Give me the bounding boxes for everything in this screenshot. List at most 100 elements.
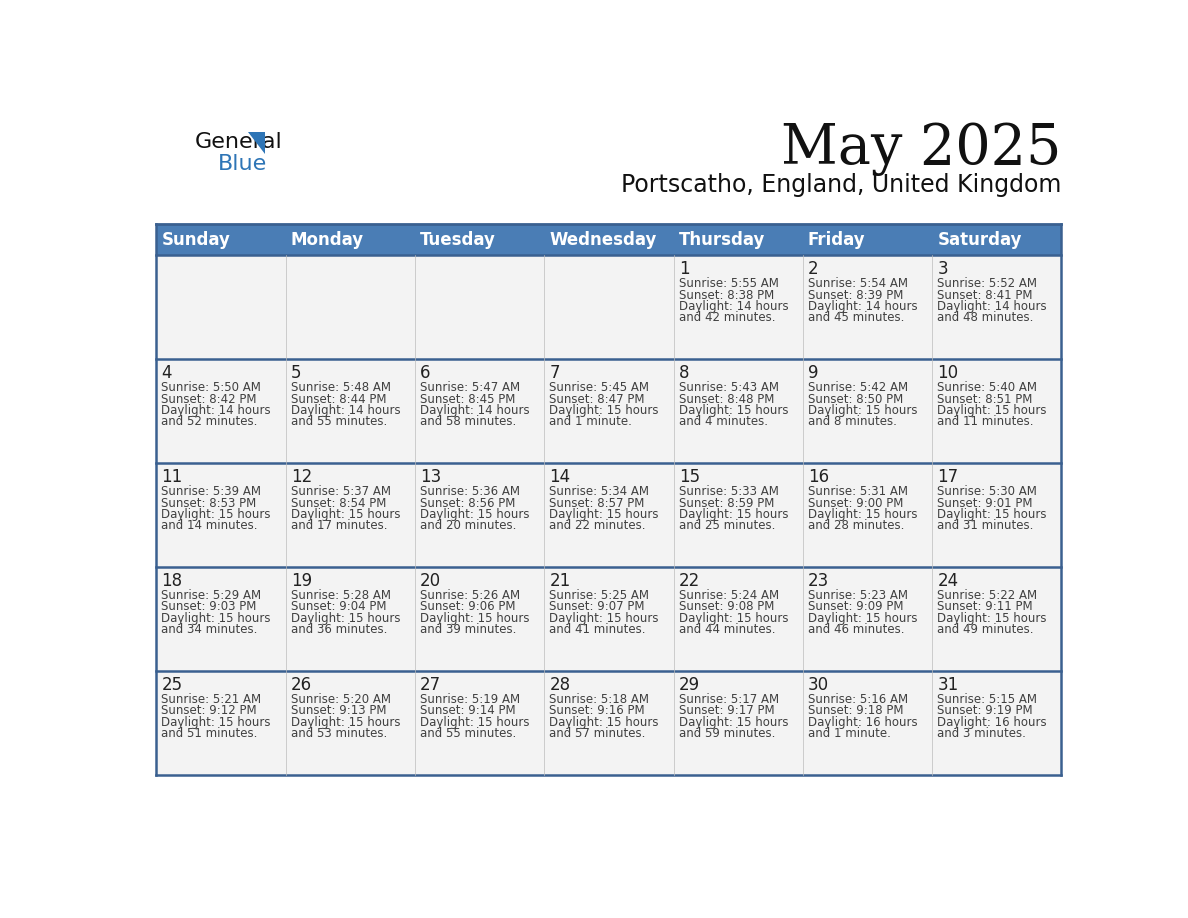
- Text: Daylight: 14 hours: Daylight: 14 hours: [808, 300, 917, 313]
- Text: 14: 14: [549, 468, 570, 487]
- Text: and 49 minutes.: and 49 minutes.: [937, 623, 1034, 636]
- Bar: [285, 224, 415, 255]
- Text: and 8 minutes.: and 8 minutes.: [808, 415, 897, 429]
- Text: Sunset: 9:08 PM: Sunset: 9:08 PM: [678, 600, 775, 613]
- Text: Sunrise: 5:19 AM: Sunrise: 5:19 AM: [421, 693, 520, 706]
- Text: Sunrise: 5:33 AM: Sunrise: 5:33 AM: [678, 485, 778, 498]
- Text: Sunset: 9:01 PM: Sunset: 9:01 PM: [937, 497, 1032, 509]
- Text: 2: 2: [808, 261, 819, 278]
- Text: and 57 minutes.: and 57 minutes.: [549, 727, 646, 740]
- Polygon shape: [248, 132, 265, 154]
- Text: Sunset: 8:38 PM: Sunset: 8:38 PM: [678, 288, 773, 302]
- Text: Sunday: Sunday: [162, 230, 230, 249]
- Text: Daylight: 14 hours: Daylight: 14 hours: [162, 404, 271, 417]
- Text: Sunrise: 5:39 AM: Sunrise: 5:39 AM: [162, 485, 261, 498]
- Bar: [933, 224, 1061, 255]
- Text: Sunrise: 5:24 AM: Sunrise: 5:24 AM: [678, 589, 779, 602]
- Bar: [157, 671, 1061, 775]
- Text: Daylight: 15 hours: Daylight: 15 hours: [678, 404, 788, 417]
- Text: and 1 minute.: and 1 minute.: [808, 727, 891, 740]
- Text: and 42 minutes.: and 42 minutes.: [678, 311, 776, 324]
- Text: and 55 minutes.: and 55 minutes.: [421, 727, 517, 740]
- Text: Daylight: 15 hours: Daylight: 15 hours: [678, 612, 788, 625]
- Text: 3: 3: [937, 261, 948, 278]
- Text: Sunset: 8:50 PM: Sunset: 8:50 PM: [808, 393, 903, 406]
- Text: Sunset: 8:54 PM: Sunset: 8:54 PM: [291, 497, 386, 509]
- Text: Sunset: 8:45 PM: Sunset: 8:45 PM: [421, 393, 516, 406]
- Text: Sunrise: 5:29 AM: Sunrise: 5:29 AM: [162, 589, 261, 602]
- Text: Sunset: 9:13 PM: Sunset: 9:13 PM: [291, 704, 386, 718]
- Text: Sunrise: 5:52 AM: Sunrise: 5:52 AM: [937, 277, 1037, 290]
- Text: Sunset: 9:09 PM: Sunset: 9:09 PM: [808, 600, 904, 613]
- Text: Sunrise: 5:47 AM: Sunrise: 5:47 AM: [421, 381, 520, 394]
- Text: 12: 12: [291, 468, 312, 487]
- Text: Sunrise: 5:23 AM: Sunrise: 5:23 AM: [808, 589, 908, 602]
- Text: Sunrise: 5:26 AM: Sunrise: 5:26 AM: [421, 589, 520, 602]
- Text: Daylight: 15 hours: Daylight: 15 hours: [937, 508, 1047, 521]
- Text: Friday: Friday: [808, 230, 866, 249]
- Bar: [157, 463, 1061, 566]
- Text: and 59 minutes.: and 59 minutes.: [678, 727, 775, 740]
- Text: Sunset: 9:03 PM: Sunset: 9:03 PM: [162, 600, 257, 613]
- Text: Daylight: 14 hours: Daylight: 14 hours: [291, 404, 400, 417]
- Text: Daylight: 15 hours: Daylight: 15 hours: [678, 508, 788, 521]
- Text: Daylight: 16 hours: Daylight: 16 hours: [937, 716, 1047, 729]
- Text: Sunrise: 5:55 AM: Sunrise: 5:55 AM: [678, 277, 778, 290]
- Text: Blue: Blue: [219, 154, 267, 174]
- Text: Daylight: 15 hours: Daylight: 15 hours: [421, 612, 530, 625]
- Text: Wednesday: Wednesday: [549, 230, 657, 249]
- Text: Daylight: 16 hours: Daylight: 16 hours: [808, 716, 917, 729]
- Text: and 51 minutes.: and 51 minutes.: [162, 727, 258, 740]
- Text: Sunrise: 5:21 AM: Sunrise: 5:21 AM: [162, 693, 261, 706]
- Text: Sunset: 8:42 PM: Sunset: 8:42 PM: [162, 393, 257, 406]
- Text: Sunset: 9:07 PM: Sunset: 9:07 PM: [549, 600, 645, 613]
- Text: Sunset: 9:00 PM: Sunset: 9:00 PM: [808, 497, 903, 509]
- Text: 8: 8: [678, 364, 689, 382]
- Text: Sunrise: 5:45 AM: Sunrise: 5:45 AM: [549, 381, 650, 394]
- Text: and 4 minutes.: and 4 minutes.: [678, 415, 767, 429]
- Bar: [157, 224, 285, 255]
- Text: Sunrise: 5:48 AM: Sunrise: 5:48 AM: [291, 381, 391, 394]
- Text: 21: 21: [549, 572, 570, 590]
- Text: 28: 28: [549, 677, 570, 694]
- Text: Daylight: 15 hours: Daylight: 15 hours: [808, 612, 917, 625]
- Text: Sunset: 8:44 PM: Sunset: 8:44 PM: [291, 393, 386, 406]
- Text: Sunrise: 5:37 AM: Sunrise: 5:37 AM: [291, 485, 391, 498]
- Text: Sunrise: 5:16 AM: Sunrise: 5:16 AM: [808, 693, 908, 706]
- Text: and 45 minutes.: and 45 minutes.: [808, 311, 904, 324]
- Text: Daylight: 15 hours: Daylight: 15 hours: [937, 404, 1047, 417]
- Text: Sunrise: 5:17 AM: Sunrise: 5:17 AM: [678, 693, 779, 706]
- Text: and 11 minutes.: and 11 minutes.: [937, 415, 1034, 429]
- Bar: [674, 224, 803, 255]
- Text: 5: 5: [291, 364, 302, 382]
- Text: Daylight: 14 hours: Daylight: 14 hours: [937, 300, 1047, 313]
- Text: 17: 17: [937, 468, 959, 487]
- Bar: [415, 224, 544, 255]
- Text: Sunrise: 5:31 AM: Sunrise: 5:31 AM: [808, 485, 908, 498]
- Text: Sunset: 9:06 PM: Sunset: 9:06 PM: [421, 600, 516, 613]
- Text: and 34 minutes.: and 34 minutes.: [162, 623, 258, 636]
- Text: 1: 1: [678, 261, 689, 278]
- Text: and 28 minutes.: and 28 minutes.: [808, 520, 904, 532]
- Text: and 14 minutes.: and 14 minutes.: [162, 520, 258, 532]
- Text: 13: 13: [421, 468, 441, 487]
- Text: and 17 minutes.: and 17 minutes.: [291, 520, 387, 532]
- Text: 25: 25: [162, 677, 183, 694]
- Text: Sunset: 8:57 PM: Sunset: 8:57 PM: [549, 497, 645, 509]
- Text: 15: 15: [678, 468, 700, 487]
- Text: Sunset: 8:51 PM: Sunset: 8:51 PM: [937, 393, 1032, 406]
- Text: and 25 minutes.: and 25 minutes.: [678, 520, 775, 532]
- Text: Daylight: 15 hours: Daylight: 15 hours: [162, 716, 271, 729]
- Text: Sunrise: 5:30 AM: Sunrise: 5:30 AM: [937, 485, 1037, 498]
- Text: and 55 minutes.: and 55 minutes.: [291, 415, 387, 429]
- Text: 6: 6: [421, 364, 430, 382]
- Text: and 48 minutes.: and 48 minutes.: [937, 311, 1034, 324]
- Text: Sunrise: 5:36 AM: Sunrise: 5:36 AM: [421, 485, 520, 498]
- Text: Daylight: 15 hours: Daylight: 15 hours: [937, 612, 1047, 625]
- Bar: [544, 224, 674, 255]
- Text: and 36 minutes.: and 36 minutes.: [291, 623, 387, 636]
- Text: 20: 20: [421, 572, 441, 590]
- Text: 10: 10: [937, 364, 959, 382]
- Text: Sunset: 9:17 PM: Sunset: 9:17 PM: [678, 704, 775, 718]
- Text: Daylight: 15 hours: Daylight: 15 hours: [291, 716, 400, 729]
